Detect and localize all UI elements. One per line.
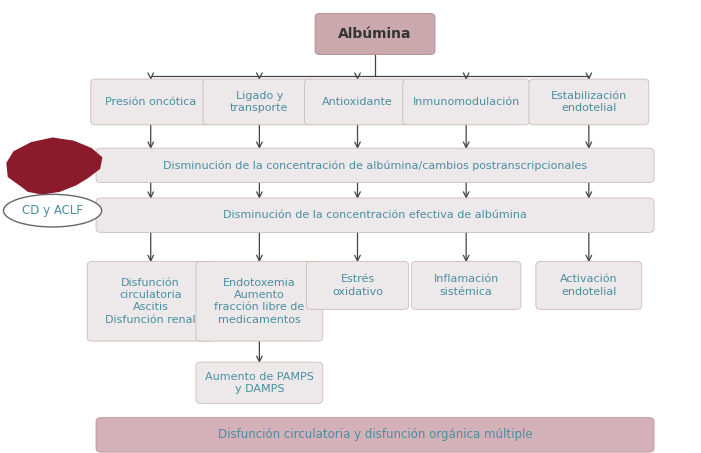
FancyBboxPatch shape <box>196 261 322 341</box>
FancyBboxPatch shape <box>96 198 654 232</box>
Text: Disfunción circulatoria y disfunción orgánica múltiple: Disfunción circulatoria y disfunción org… <box>218 429 532 441</box>
FancyBboxPatch shape <box>536 261 642 309</box>
Text: Aumento de PAMPS
y DAMPS: Aumento de PAMPS y DAMPS <box>205 371 314 394</box>
Polygon shape <box>7 138 102 194</box>
Text: Presión oncótica: Presión oncótica <box>105 97 196 107</box>
FancyBboxPatch shape <box>96 418 654 452</box>
Text: Albúmina: Albúmina <box>339 27 411 41</box>
FancyBboxPatch shape <box>88 261 215 341</box>
FancyBboxPatch shape <box>96 148 654 183</box>
Text: Ligado y
transporte: Ligado y transporte <box>230 91 289 113</box>
FancyBboxPatch shape <box>306 261 409 309</box>
Text: Inflamación
sistémica: Inflamación sistémica <box>433 274 499 297</box>
Text: Estabilización
endotelial: Estabilización endotelial <box>551 91 627 113</box>
FancyBboxPatch shape <box>403 79 530 125</box>
FancyBboxPatch shape <box>411 261 521 309</box>
Text: Endotoxemia
Aumento
fracción libre de
medicamentos: Endotoxemia Aumento fracción libre de me… <box>215 278 304 325</box>
FancyBboxPatch shape <box>91 79 210 125</box>
FancyBboxPatch shape <box>203 79 315 125</box>
FancyBboxPatch shape <box>196 362 322 404</box>
Text: Activación
endotelial: Activación endotelial <box>560 274 618 297</box>
Text: Inmunomodulación: Inmunomodulación <box>413 97 519 107</box>
FancyBboxPatch shape <box>529 79 649 125</box>
Text: Antioxidante: Antioxidante <box>322 97 393 107</box>
FancyBboxPatch shape <box>315 13 435 55</box>
Text: CD y ACLF: CD y ACLF <box>22 204 83 217</box>
Ellipse shape <box>4 194 102 227</box>
Text: Disfunción
circulatoria
Ascitis
Disfunción renal: Disfunción circulatoria Ascitis Disfunci… <box>105 278 196 325</box>
Text: Disminución de la concentración de albúmina/cambios postranscripcionales: Disminución de la concentración de albúm… <box>163 160 587 171</box>
FancyBboxPatch shape <box>304 79 411 125</box>
Text: Disminución de la concentración efectiva de albúmina: Disminución de la concentración efectiva… <box>223 210 527 220</box>
Text: Estrés
oxidativo: Estrés oxidativo <box>332 274 383 297</box>
